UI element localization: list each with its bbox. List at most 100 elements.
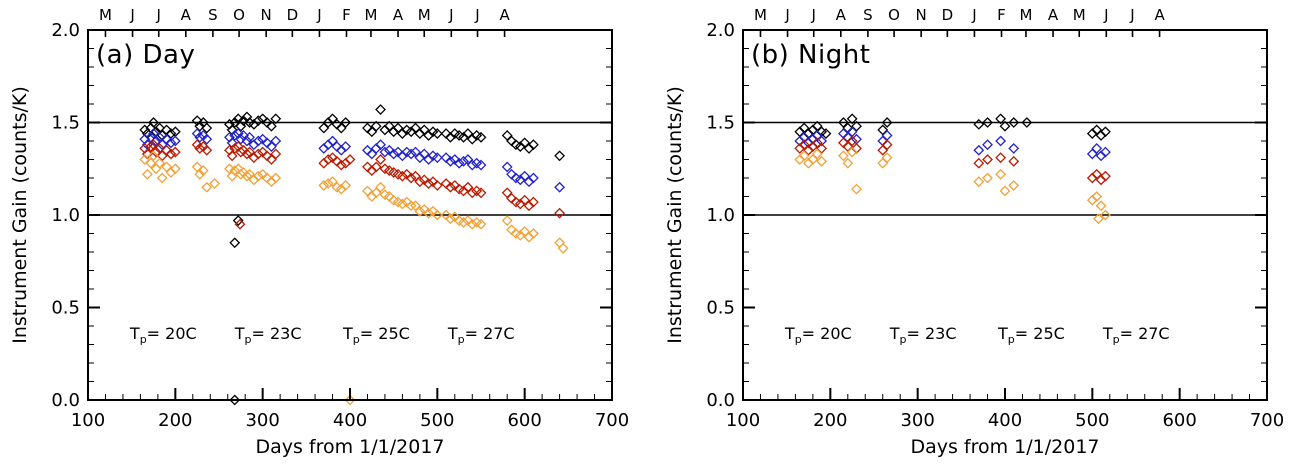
data-point (1008, 155, 1020, 167)
data-point (973, 157, 985, 169)
data-point (232, 113, 244, 125)
data-point (154, 131, 166, 143)
data-point (405, 200, 417, 212)
data-point (318, 157, 330, 169)
data-point (807, 141, 819, 152)
data-point (139, 154, 151, 165)
month-label: J (811, 6, 816, 24)
x-tick-label: 100 (71, 410, 105, 431)
data-point (557, 242, 569, 254)
data-point (414, 128, 426, 140)
data-point (1086, 128, 1098, 140)
month-label: A (1154, 6, 1165, 24)
data-point (244, 131, 255, 143)
data-point (148, 128, 159, 140)
data-point (501, 161, 513, 173)
data-point (982, 117, 993, 128)
data-point (169, 146, 181, 158)
data-point (405, 126, 417, 138)
data-point (514, 229, 526, 241)
month-label: J (448, 6, 453, 24)
data-point (414, 176, 426, 188)
x-tick-label: 400 (988, 410, 1022, 431)
data-point (252, 148, 264, 160)
data-point (554, 150, 566, 162)
data-point (973, 176, 985, 188)
month-label: J (316, 6, 321, 24)
data-point (527, 228, 539, 239)
data-point (335, 159, 347, 171)
y-tick-label: 0.0 (51, 390, 80, 411)
month-label: A (499, 6, 510, 24)
data-point (197, 165, 209, 177)
data-point (1021, 117, 1033, 128)
data-point (145, 157, 157, 169)
data-point (224, 163, 235, 175)
data-point (475, 187, 487, 199)
data-point (265, 176, 277, 188)
data-point (191, 139, 203, 151)
data-point (344, 394, 356, 406)
data-point (322, 154, 334, 165)
data-point (423, 178, 435, 189)
data-point (375, 154, 386, 165)
data-point (1095, 200, 1107, 212)
data-point (191, 161, 203, 173)
data-point (252, 115, 264, 127)
data-point (322, 178, 334, 189)
data-point (375, 139, 386, 151)
month-label: S (208, 6, 218, 24)
data-point (846, 135, 858, 147)
data-point (366, 165, 378, 177)
data-point (982, 154, 993, 165)
data-point (973, 144, 985, 156)
data-point (423, 130, 435, 141)
legend-entry: Tp= 25C (342, 324, 410, 346)
month-label: J (784, 6, 789, 24)
data-point (375, 104, 386, 115)
data-point (973, 118, 985, 130)
data-point (396, 128, 408, 140)
x-tick-label: 500 (1075, 410, 1109, 431)
data-point (154, 157, 166, 169)
data-point (1008, 117, 1020, 128)
data-point (527, 196, 539, 208)
data-point (229, 394, 241, 406)
legend-entry: Tp= 27C (1102, 324, 1170, 346)
data-point (842, 157, 854, 169)
y-tick-label: 1.5 (706, 113, 735, 134)
data-point (458, 185, 469, 197)
month-label: S (863, 6, 873, 24)
data-point (322, 139, 334, 151)
data-point (318, 142, 330, 154)
data-point (194, 120, 206, 132)
data-point (846, 146, 858, 158)
data-point (141, 168, 153, 180)
data-point (234, 218, 246, 230)
month-label: O (233, 6, 245, 24)
data-point (431, 152, 443, 164)
data-point (431, 209, 443, 221)
data-point (383, 165, 395, 177)
data-point (999, 185, 1011, 197)
data-point (265, 120, 277, 132)
data-point (405, 148, 417, 160)
y-tick-label: 0.5 (51, 298, 80, 319)
month-label: F (997, 6, 1006, 24)
data-point (527, 172, 539, 184)
data-point (466, 218, 478, 230)
data-point (235, 146, 247, 158)
data-point (201, 181, 213, 193)
data-point (458, 155, 469, 167)
y-tick-label: 1.0 (51, 205, 80, 226)
month-label: F (342, 6, 351, 24)
x-tick-label: 200 (813, 410, 847, 431)
data-point (471, 216, 483, 228)
night-y-axis-label: Instrument Gain (counts/K) (664, 86, 686, 344)
y-tick-label: 0.0 (706, 390, 735, 411)
data-point (1086, 194, 1098, 206)
data-point (414, 205, 426, 217)
data-point (379, 124, 391, 136)
data-point (148, 117, 159, 128)
legend-entry: Tp= 23C (889, 324, 957, 346)
